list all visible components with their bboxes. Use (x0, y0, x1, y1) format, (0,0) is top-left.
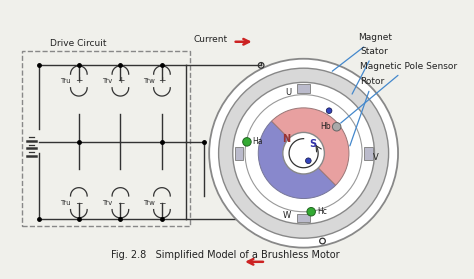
Text: V: V (373, 153, 378, 162)
Circle shape (233, 82, 374, 224)
Text: Rotor: Rotor (350, 77, 384, 146)
Circle shape (326, 108, 332, 114)
Text: Fig. 2.8   Simplified Model of a Brushless Motor: Fig. 2.8 Simplified Model of a Brushless… (111, 250, 339, 260)
Circle shape (307, 208, 315, 216)
Text: −: − (75, 198, 82, 207)
Text: +: + (75, 76, 82, 85)
Text: W: W (283, 211, 291, 220)
Circle shape (219, 68, 389, 238)
Text: +: + (158, 76, 166, 85)
Circle shape (332, 122, 341, 131)
Text: Ha: Ha (253, 137, 263, 146)
Text: +: + (117, 76, 124, 85)
Text: N: N (283, 134, 291, 144)
Circle shape (306, 158, 311, 163)
Text: Trv: Trv (102, 78, 112, 84)
Text: Tru: Tru (60, 78, 71, 84)
Wedge shape (258, 121, 336, 199)
Text: Trw: Trw (143, 200, 155, 206)
Text: Hb: Hb (320, 122, 331, 131)
FancyBboxPatch shape (235, 146, 243, 160)
Text: Tru: Tru (60, 200, 71, 206)
Text: −: − (117, 198, 124, 207)
Text: S: S (310, 139, 317, 149)
Circle shape (243, 138, 251, 146)
Text: Trv: Trv (102, 200, 112, 206)
Text: −: − (158, 198, 166, 207)
Circle shape (245, 95, 362, 212)
FancyBboxPatch shape (364, 146, 373, 160)
FancyBboxPatch shape (297, 214, 310, 222)
Wedge shape (272, 108, 349, 185)
Text: Current: Current (194, 35, 228, 44)
Text: Hc: Hc (317, 207, 327, 216)
Circle shape (209, 59, 398, 248)
FancyBboxPatch shape (297, 84, 310, 93)
Text: Trw: Trw (143, 78, 155, 84)
Circle shape (283, 133, 324, 174)
Text: Magnet: Magnet (332, 33, 392, 71)
Text: U: U (285, 88, 292, 97)
Text: Stator: Stator (352, 47, 388, 94)
Text: Drive Circuit: Drive Circuit (51, 39, 107, 48)
Text: Magnetic Pole Sensor: Magnetic Pole Sensor (341, 62, 457, 123)
